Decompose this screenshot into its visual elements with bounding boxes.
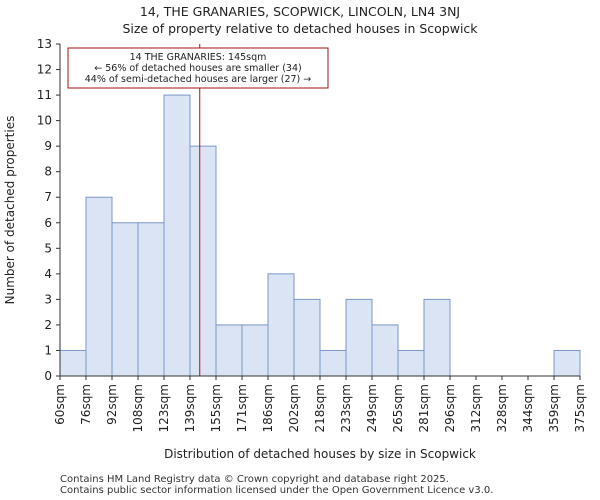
annotation-line-1: 14 THE GRANARIES: 145sqm bbox=[130, 52, 267, 63]
histogram-bar bbox=[397, 349, 425, 377]
y-tick-label: 9 bbox=[44, 139, 52, 153]
y-tick-label: 12 bbox=[37, 63, 52, 77]
x-axis-label: Distribution of detached houses by size … bbox=[164, 447, 476, 461]
annotation-line-3: 44% of semi-detached houses are larger (… bbox=[85, 74, 312, 85]
x-tick-label: 202sqm bbox=[287, 384, 301, 432]
y-tick-label: 13 bbox=[37, 37, 52, 51]
y-tick-label: 7 bbox=[44, 190, 52, 204]
annotation-line-2: ← 56% of detached houses are smaller (34… bbox=[94, 63, 301, 74]
x-tick-label: 281sqm bbox=[417, 384, 431, 432]
histogram-bar bbox=[215, 324, 243, 377]
footer-copyright: Contains HM Land Registry data © Crown c… bbox=[60, 474, 449, 485]
x-tick-label: 123sqm bbox=[157, 384, 171, 432]
y-tick-label: 10 bbox=[37, 114, 52, 128]
x-tick-label: 76sqm bbox=[79, 384, 93, 425]
x-tick-label: 60sqm bbox=[53, 384, 67, 425]
x-tick-label: 344sqm bbox=[521, 384, 535, 432]
histogram-bar bbox=[423, 298, 451, 377]
histogram-bar bbox=[163, 94, 191, 377]
y-tick-label: 0 bbox=[44, 369, 52, 383]
x-tick-label: 359sqm bbox=[547, 384, 561, 432]
x-tick-label: 108sqm bbox=[131, 384, 145, 432]
x-tick-label: 233sqm bbox=[339, 384, 353, 432]
y-tick-label: 5 bbox=[44, 241, 52, 255]
histogram-bar bbox=[319, 349, 347, 377]
histogram-bar bbox=[85, 196, 113, 377]
y-tick-label: 3 bbox=[44, 292, 52, 306]
y-tick-label: 6 bbox=[44, 216, 52, 230]
histogram-bar bbox=[293, 298, 321, 377]
histogram-bar bbox=[553, 349, 581, 377]
x-tick-label: 328sqm bbox=[495, 384, 509, 432]
y-tick-label: 4 bbox=[44, 267, 52, 281]
histogram-bar bbox=[189, 145, 217, 377]
x-tick-label: 249sqm bbox=[365, 384, 379, 432]
y-tick-label: 2 bbox=[44, 318, 52, 332]
x-tick-label: 296sqm bbox=[443, 384, 457, 432]
footer-licence: Contains public sector information licen… bbox=[60, 485, 494, 496]
histogram-bar bbox=[137, 222, 165, 377]
histogram-bar bbox=[345, 298, 373, 377]
x-tick-label: 218sqm bbox=[313, 384, 327, 432]
x-tick-label: 92sqm bbox=[105, 384, 119, 425]
y-tick-label: 1 bbox=[44, 343, 52, 357]
x-tick-label: 375sqm bbox=[573, 384, 587, 432]
histogram-bar bbox=[111, 222, 139, 377]
x-tick-label: 155sqm bbox=[209, 384, 223, 432]
y-axis-label: Number of detached properties bbox=[3, 116, 17, 305]
x-tick-label: 312sqm bbox=[469, 384, 483, 432]
y-tick-label: 8 bbox=[44, 165, 52, 179]
histogram-bar bbox=[371, 324, 399, 377]
histogram-bar bbox=[267, 273, 295, 377]
y-tick-label: 11 bbox=[37, 88, 52, 102]
chart-title: 14, THE GRANARIES, SCOPWICK, LINCOLN, LN… bbox=[139, 4, 461, 19]
x-tick-label: 171sqm bbox=[235, 384, 249, 432]
x-tick-label: 265sqm bbox=[391, 384, 405, 432]
x-tick-label: 186sqm bbox=[261, 384, 275, 432]
histogram-bar bbox=[241, 324, 269, 377]
histogram-bar bbox=[59, 349, 87, 377]
chart-subtitle: Size of property relative to detached ho… bbox=[122, 21, 478, 36]
x-tick-label: 139sqm bbox=[183, 384, 197, 432]
annotation-box bbox=[67, 47, 329, 89]
